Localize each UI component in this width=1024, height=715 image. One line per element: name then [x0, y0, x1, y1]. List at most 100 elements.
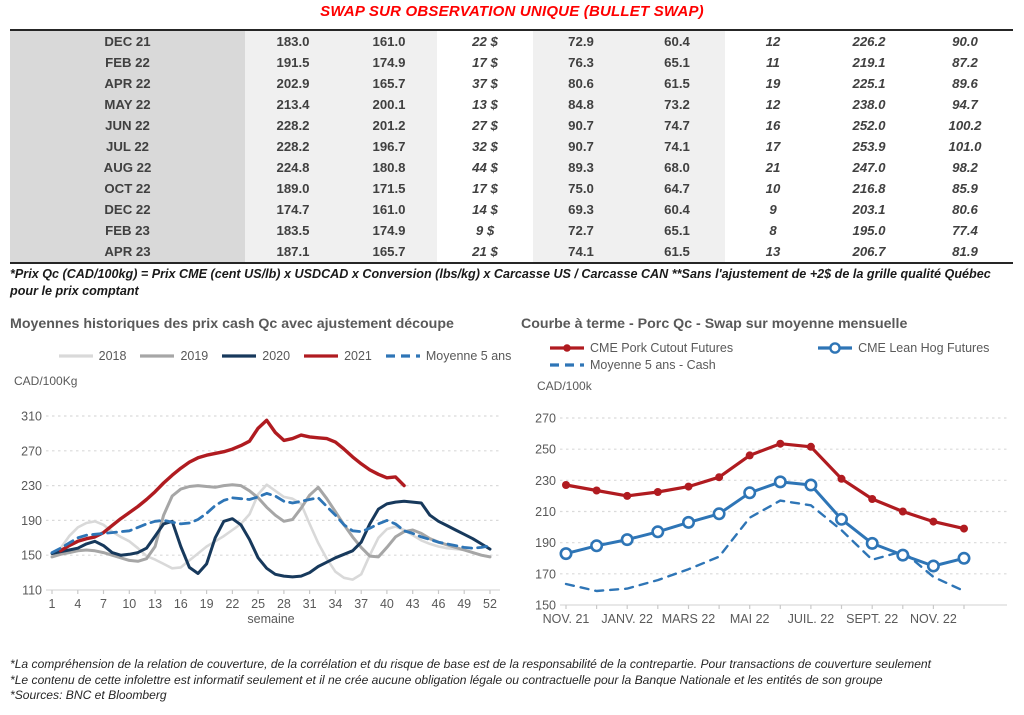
value-cell: 213.4 [245, 94, 341, 115]
svg-text:210: 210 [535, 505, 556, 519]
value-cell: 76.3 [533, 52, 629, 73]
svg-text:37: 37 [354, 597, 368, 611]
value-cell: 61.5 [629, 73, 725, 94]
value-cell: 165.7 [341, 241, 437, 263]
legend-item-2021: 2021 [303, 349, 372, 363]
month-cell: APR 23 [10, 241, 245, 263]
legend-item-2019: 2019 [139, 349, 208, 363]
value-cell: 101.0 [917, 136, 1013, 157]
svg-text:28: 28 [277, 597, 291, 611]
svg-text:10: 10 [122, 597, 136, 611]
value-cell: 90.7 [533, 115, 629, 136]
value-cell: 17 $ [437, 178, 533, 199]
svg-text:NOV. 22: NOV. 22 [910, 612, 957, 626]
svg-text:semaine: semaine [247, 612, 294, 626]
value-cell: 73.2 [629, 94, 725, 115]
svg-text:49: 49 [457, 597, 471, 611]
historical-prices-chart: Moyennes historiques des prix cash Qc av… [10, 316, 513, 640]
value-cell: 8 [725, 220, 821, 241]
month-cell: FEB 22 [10, 52, 245, 73]
value-cell: 191.5 [245, 52, 341, 73]
legend-label: CME Pork Cutout Futures [590, 341, 734, 355]
value-cell: 21 $ [437, 241, 533, 263]
month-cell: JUN 22 [10, 115, 245, 136]
svg-text:190: 190 [21, 514, 42, 528]
svg-text:SEPT. 22: SEPT. 22 [846, 612, 898, 626]
legend-item-moyenne-cash: Moyenne 5 ans - Cash [549, 358, 716, 372]
right-chart-title: Courbe à terme - Porc Qc - Swap sur moye… [521, 316, 908, 332]
value-cell: 14 $ [437, 199, 533, 220]
svg-text:MAI 22: MAI 22 [730, 612, 770, 626]
forward-curve-plot: 150 170 190 210 230 250 270 NOV. 21 JANV. 22 MARS… [535, 412, 1007, 626]
value-cell: 247.0 [821, 157, 917, 178]
value-cell: 44 $ [437, 157, 533, 178]
page-title: SWAP SUR OBSERVATION UNIQUE (BULLET SWAP… [320, 3, 704, 20]
value-cell: 183.0 [245, 30, 341, 52]
value-cell: 203.1 [821, 199, 917, 220]
svg-text:230: 230 [21, 479, 42, 493]
value-cell: 10 [725, 178, 821, 199]
value-cell: 161.0 [341, 199, 437, 220]
svg-text:270: 270 [21, 444, 42, 458]
value-cell: 238.0 [821, 94, 917, 115]
value-cell: 22 $ [437, 30, 533, 52]
svg-text:34: 34 [328, 597, 342, 611]
value-cell: 89.3 [533, 157, 629, 178]
value-cell: 64.7 [629, 178, 725, 199]
value-cell: 65.1 [629, 52, 725, 73]
table-row: OCT 22 189.0 171.5 17 $75.0 64.7 10 216.8 85.9 [10, 178, 1013, 199]
sources-line: *Sources: BNC et Bloomberg [10, 688, 167, 703]
table-row: JUN 22 228.2 201.2 27 $90.7 74.7 16 252.0 100.2 [10, 115, 1013, 136]
svg-text:40: 40 [380, 597, 394, 611]
month-cell: FEB 23 [10, 220, 245, 241]
value-cell: 174.9 [341, 52, 437, 73]
line-swatch-icon [58, 350, 94, 362]
svg-text:7: 7 [100, 597, 107, 611]
value-cell: 84.8 [533, 94, 629, 115]
value-cell: 74.1 [533, 241, 629, 263]
month-cell: APR 22 [10, 73, 245, 94]
month-cell: DEC 22 [10, 199, 245, 220]
legend-label: 2021 [344, 349, 372, 363]
svg-text:230: 230 [535, 474, 556, 488]
legend-item-pork-cutout: CME Pork Cutout Futures [549, 341, 733, 355]
value-cell: 21 [725, 157, 821, 178]
value-cell: 98.2 [917, 157, 1013, 178]
table-row: JUL 22 228.2 196.7 32 $90.7 74.1 17 253.9 101.0 [10, 136, 1013, 157]
value-cell: 75.0 [533, 178, 629, 199]
value-cell: 161.0 [341, 30, 437, 52]
value-cell: 195.0 [821, 220, 917, 241]
left-chart-title: Moyennes historiques des prix cash Qc av… [10, 316, 454, 332]
svg-text:110: 110 [22, 584, 42, 598]
value-cell: 74.7 [629, 115, 725, 136]
value-cell: 16 [725, 115, 821, 136]
value-cell: 72.7 [533, 220, 629, 241]
right-chart-legend-row2: Moyenne 5 ans - Cash [521, 358, 1019, 372]
svg-text:4: 4 [74, 597, 81, 611]
value-cell: 201.2 [341, 115, 437, 136]
value-cell: 180.8 [341, 157, 437, 178]
table-row: FEB 23 183.5 174.9 9 $72.7 65.1 8 195.0 77.4 [10, 220, 1013, 241]
disclaimer-footer: *La compréhension de la relation de couv… [10, 657, 1016, 704]
svg-text:22: 22 [225, 597, 239, 611]
value-cell: 9 [725, 199, 821, 220]
legend-label: 2019 [180, 349, 209, 363]
value-cell: 225.1 [821, 73, 917, 94]
value-cell: 72.9 [533, 30, 629, 52]
value-cell: 60.4 [629, 199, 725, 220]
line-swatch-icon [303, 350, 339, 362]
value-cell: 80.6 [917, 199, 1013, 220]
svg-text:170: 170 [535, 567, 556, 581]
value-cell: 224.8 [245, 157, 341, 178]
left-y-axis-unit: CAD/100Kg [14, 374, 78, 388]
value-cell: 228.2 [245, 115, 341, 136]
svg-text:150: 150 [535, 599, 556, 613]
swap-table: DEC 21 183.0 161.0 22 $72.9 60.4 12 226.2 90.0 F… [10, 29, 1013, 264]
legend-item-2018: 2018 [58, 349, 126, 363]
table-row: APR 22 202.9 165.7 37 $80.6 61.5 19 225.1 89.6 [10, 73, 1013, 94]
historical-prices-plot: 110 150 190 230 270 310 1 4 7 10 13 16 19 22 25 28 31 34 3… [21, 410, 500, 626]
svg-text:310: 310 [21, 410, 42, 424]
value-cell: 32 $ [437, 136, 533, 157]
value-cell: 81.9 [917, 241, 1013, 263]
